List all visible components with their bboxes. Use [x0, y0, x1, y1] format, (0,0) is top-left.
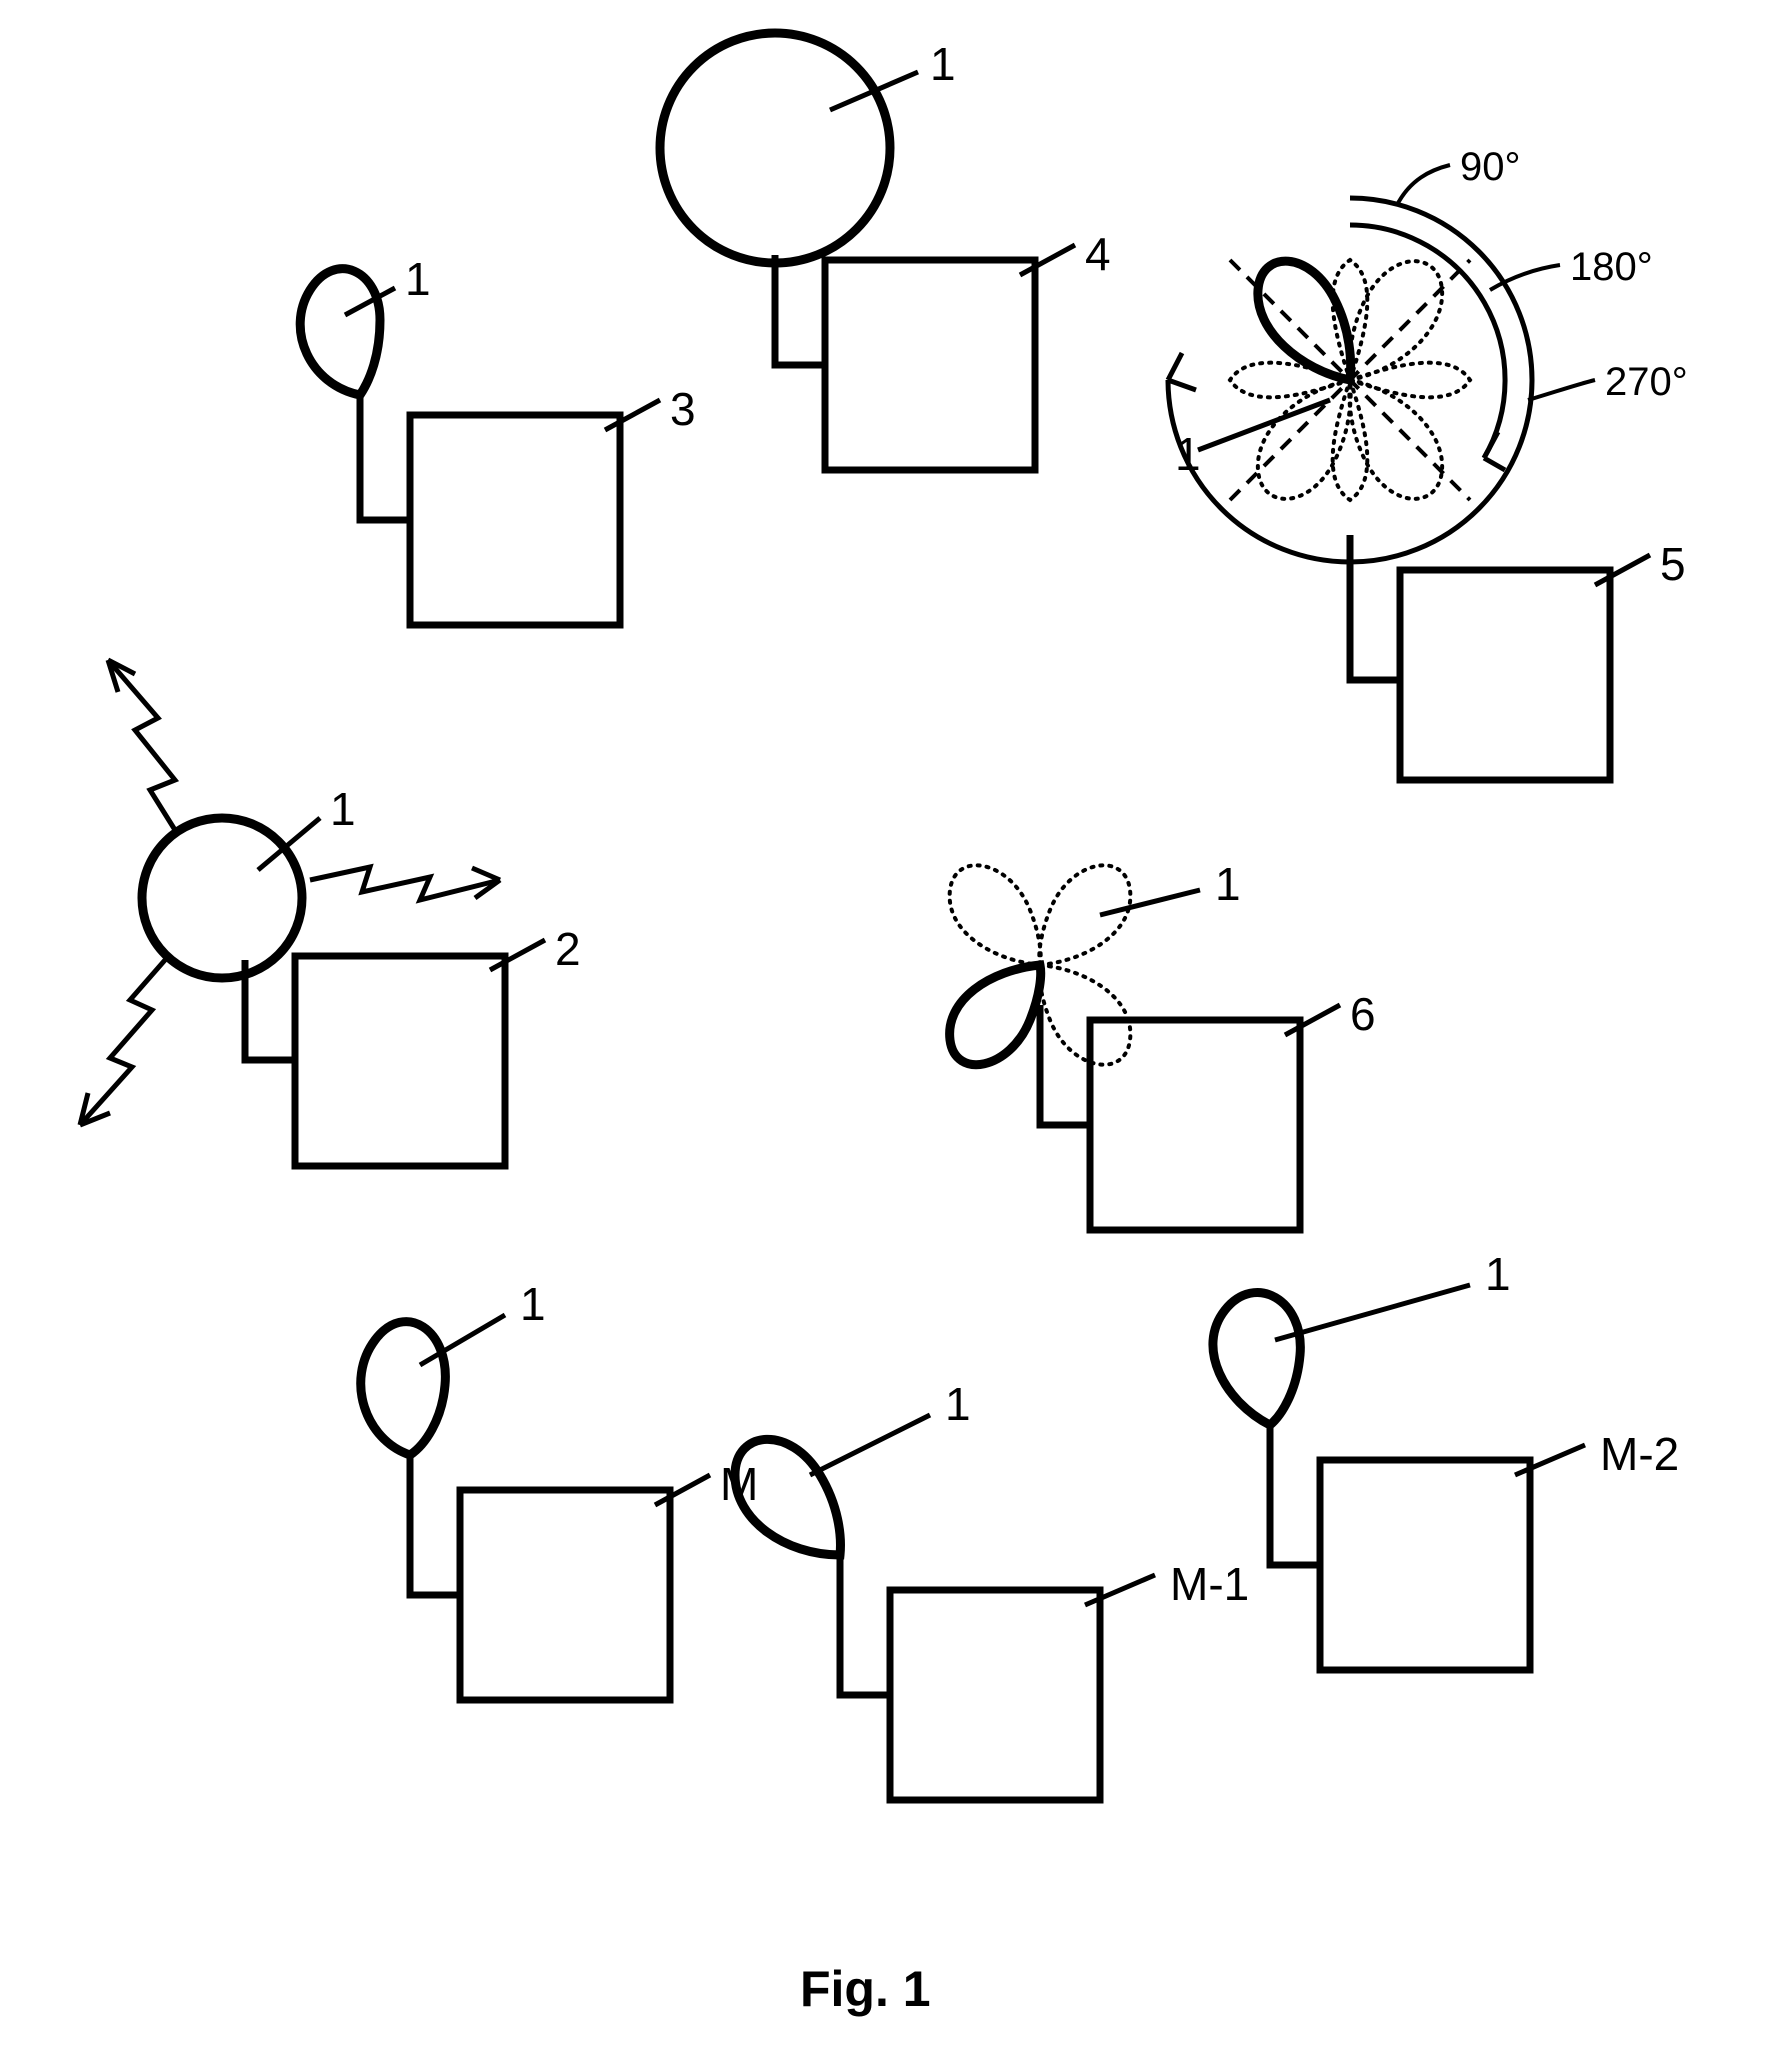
- label-M2: M-2: [1600, 1428, 1679, 1480]
- directional-lobe-icon: [1213, 1293, 1300, 1425]
- angle-90-label: 90°: [1460, 145, 1521, 189]
- device-box: [1400, 570, 1610, 780]
- antenna-label: 1: [330, 783, 356, 835]
- antenna-label: 1: [1175, 428, 1201, 480]
- angle-270-label: 270°: [1605, 360, 1688, 404]
- antenna-label: 1: [1485, 1248, 1511, 1300]
- label-2: 2: [555, 923, 581, 975]
- antenna-label: 1: [1215, 858, 1241, 910]
- omni-antenna-icon: [142, 818, 302, 978]
- node-3: [300, 269, 660, 625]
- figure-caption: Fig. 1: [800, 1960, 931, 2018]
- node-6: [950, 865, 1340, 1230]
- antenna-label: 1: [930, 38, 956, 90]
- rotation-flower-icon: [1168, 198, 1532, 562]
- device-box: [1320, 1460, 1530, 1670]
- directional-lobe-icon: [361, 1322, 446, 1455]
- antenna-label: 1: [405, 253, 431, 305]
- device-box: [825, 260, 1035, 470]
- label-M1: M-1: [1170, 1558, 1249, 1610]
- device-box: [295, 956, 505, 1166]
- label-3: 3: [670, 383, 696, 435]
- device-box: [460, 1490, 670, 1700]
- node-4: [660, 33, 1075, 470]
- label-5: 5: [1660, 538, 1686, 590]
- labels-group: 2 3 4 5 6 M M-1 M-2 1 1 1 1 1 1 1 1: [330, 38, 1686, 1610]
- node-M-2: [1213, 1285, 1585, 1670]
- device-box: [410, 415, 620, 625]
- label-4: 4: [1085, 228, 1111, 280]
- node-M-1: [735, 1415, 1155, 1800]
- node-2: [80, 660, 545, 1166]
- angle-180-label: 180°: [1570, 245, 1653, 289]
- node-M: [361, 1315, 710, 1700]
- device-box: [1090, 1020, 1300, 1230]
- omni-antenna-icon: [660, 33, 890, 263]
- angle-labels-group: 90° 180° 270°: [1460, 145, 1688, 404]
- antenna-label: 1: [520, 1278, 546, 1330]
- antenna-label: 1: [945, 1378, 971, 1430]
- device-box: [890, 1590, 1100, 1800]
- figure-canvas: 2 3 4 5 6 M M-1 M-2 1 1 1 1 1 1 1 1 90° …: [0, 0, 1791, 2064]
- label-M: M: [720, 1458, 758, 1510]
- diagram-svg: 2 3 4 5 6 M M-1 M-2 1 1 1 1 1 1 1 1 90° …: [0, 0, 1791, 2064]
- directional-lobe-icon: [300, 269, 380, 395]
- label-6: 6: [1350, 988, 1376, 1040]
